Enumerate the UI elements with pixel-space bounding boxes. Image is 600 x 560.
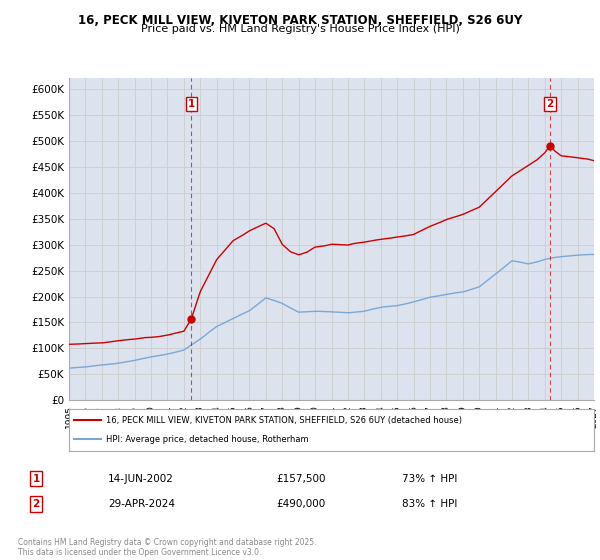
Text: 14-JUN-2002: 14-JUN-2002 xyxy=(108,474,174,484)
Text: Price paid vs. HM Land Registry's House Price Index (HPI): Price paid vs. HM Land Registry's House … xyxy=(140,24,460,34)
Text: Contains HM Land Registry data © Crown copyright and database right 2025.
This d: Contains HM Land Registry data © Crown c… xyxy=(18,538,317,557)
Text: 1: 1 xyxy=(32,474,40,484)
Text: 16, PECK MILL VIEW, KIVETON PARK STATION, SHEFFIELD, S26 6UY: 16, PECK MILL VIEW, KIVETON PARK STATION… xyxy=(78,14,522,27)
Text: 73% ↑ HPI: 73% ↑ HPI xyxy=(402,474,457,484)
Text: 16, PECK MILL VIEW, KIVETON PARK STATION, SHEFFIELD, S26 6UY (detached house): 16, PECK MILL VIEW, KIVETON PARK STATION… xyxy=(106,416,462,424)
Text: 83% ↑ HPI: 83% ↑ HPI xyxy=(402,499,457,509)
Text: 2: 2 xyxy=(32,499,40,509)
Text: £490,000: £490,000 xyxy=(276,499,325,509)
Text: 2: 2 xyxy=(547,99,554,109)
Text: 29-APR-2024: 29-APR-2024 xyxy=(108,499,175,509)
Text: 1: 1 xyxy=(188,99,195,109)
Text: HPI: Average price, detached house, Rotherham: HPI: Average price, detached house, Roth… xyxy=(106,435,308,444)
Text: £157,500: £157,500 xyxy=(276,474,325,484)
